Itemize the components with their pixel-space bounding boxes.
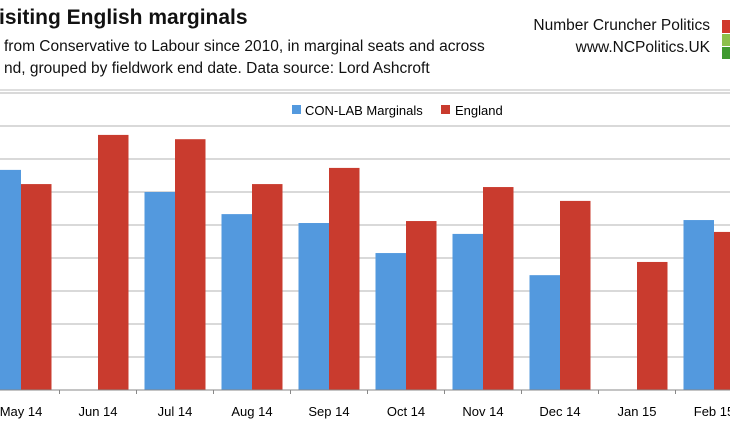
legend: CON-LAB Marginals England [292, 103, 503, 118]
bar-england-feb-15 [714, 231, 730, 390]
x-tick-label: Oct 14 [387, 404, 425, 419]
brand-swatch-green [722, 47, 730, 59]
bar-england-nov-14 [483, 187, 514, 390]
bar-england-sep-14 [329, 167, 360, 390]
x-tick-label: Jan 15 [617, 404, 656, 419]
legend-swatch-con-lab [292, 105, 301, 114]
x-tick-label: Feb 15 [694, 404, 730, 419]
legend-label-con-lab: CON-LAB Marginals [305, 103, 423, 118]
bar-england-oct-14 [406, 221, 437, 390]
bar-england-jan-15 [637, 261, 668, 390]
brand-swatch-red [722, 20, 730, 33]
x-tick-label: Aug 14 [231, 404, 272, 419]
bar-con-lab-may-14 [0, 169, 21, 390]
legend-label-england: England [455, 103, 503, 118]
x-tick-label: May 14 [0, 404, 42, 419]
x-tick-label: Jul 14 [158, 404, 193, 419]
x-tick-label: Sep 14 [308, 404, 349, 419]
bar-england-aug-14 [252, 184, 283, 390]
bar-con-lab-nov-14 [452, 233, 483, 390]
brand-url[interactable]: www.NCPolitics.UK [575, 39, 710, 56]
bar-england-may-14 [21, 184, 52, 390]
chart-subtitle-line2: nd, grouped by fieldwork end date. Data … [4, 60, 430, 77]
legend-swatch-england [441, 105, 450, 114]
bar-england-dec-14 [560, 200, 591, 390]
x-tick-label: Nov 14 [462, 404, 503, 419]
bar-england-jun-14 [98, 134, 129, 390]
bar-con-lab-sep-14 [298, 223, 329, 390]
bar-con-lab-oct-14 [375, 253, 406, 390]
bar-con-lab-jul-14 [144, 192, 175, 390]
brand-swatch-lightgreen [722, 34, 730, 46]
x-tick-label: Dec 14 [539, 404, 580, 419]
chart-subtitle-line1: from Conservative to Labour since 2010, … [4, 38, 485, 55]
chart-title: isiting English marginals [0, 6, 248, 29]
bar-england-jul-14 [175, 139, 206, 390]
brand-name: Number Cruncher Politics [533, 17, 710, 34]
bar-con-lab-feb-15 [683, 220, 714, 390]
bar-con-lab-dec-14 [529, 275, 560, 390]
bar-con-lab-aug-14 [221, 214, 252, 390]
x-tick-label: Jun 14 [78, 404, 117, 419]
